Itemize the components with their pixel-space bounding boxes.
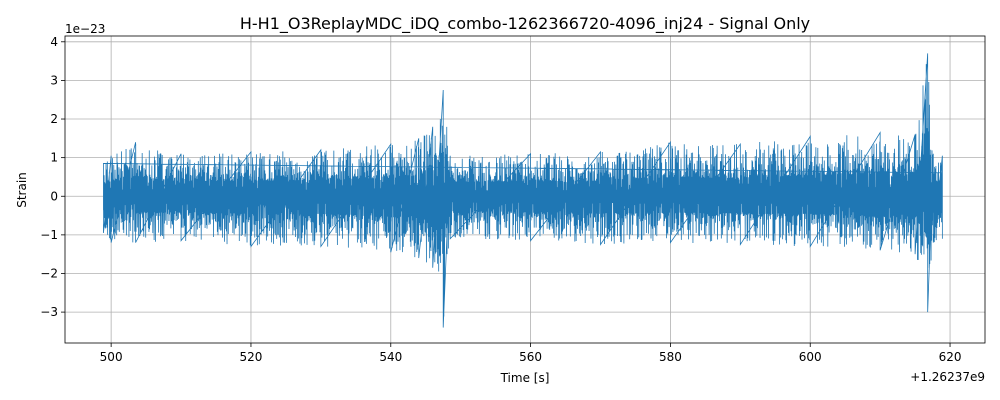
plot-frame: [64, 35, 986, 344]
x-tick-label: 580: [659, 350, 682, 364]
x-tick-label: 520: [240, 350, 263, 364]
tick-layer: 500 520 540 560 580 600 620 −3 −2 −1 0 1 2 3 4: [40, 35, 961, 364]
signal-layer: [103, 53, 943, 328]
y-scale-label: 1e−23: [65, 22, 105, 36]
x-tick-label: 620: [939, 350, 962, 364]
y-tick-label: 3: [50, 73, 58, 87]
x-tick-label: 600: [799, 350, 822, 364]
chart-title: H-H1_O3ReplayMDC_iDQ_combo-1262366720-40…: [240, 14, 810, 34]
x-tick-label: 560: [519, 350, 542, 364]
y-axis-label: Strain: [15, 172, 29, 208]
y-tick-label: −2: [40, 266, 58, 280]
strain-series-line: [103, 53, 943, 328]
y-tick-label: 4: [50, 35, 58, 49]
x-axis-label: Time [s]: [500, 371, 550, 385]
y-tick-label: 0: [50, 189, 58, 203]
y-tick-label: 2: [50, 112, 58, 126]
y-tick-label: −3: [40, 305, 58, 319]
x-tick-label: 500: [100, 350, 123, 364]
y-tick-label: 1: [50, 151, 58, 165]
y-tick-label: −1: [40, 228, 58, 242]
x-tick-label: 540: [379, 350, 402, 364]
x-offset-label: +1.26237e9: [910, 370, 985, 384]
